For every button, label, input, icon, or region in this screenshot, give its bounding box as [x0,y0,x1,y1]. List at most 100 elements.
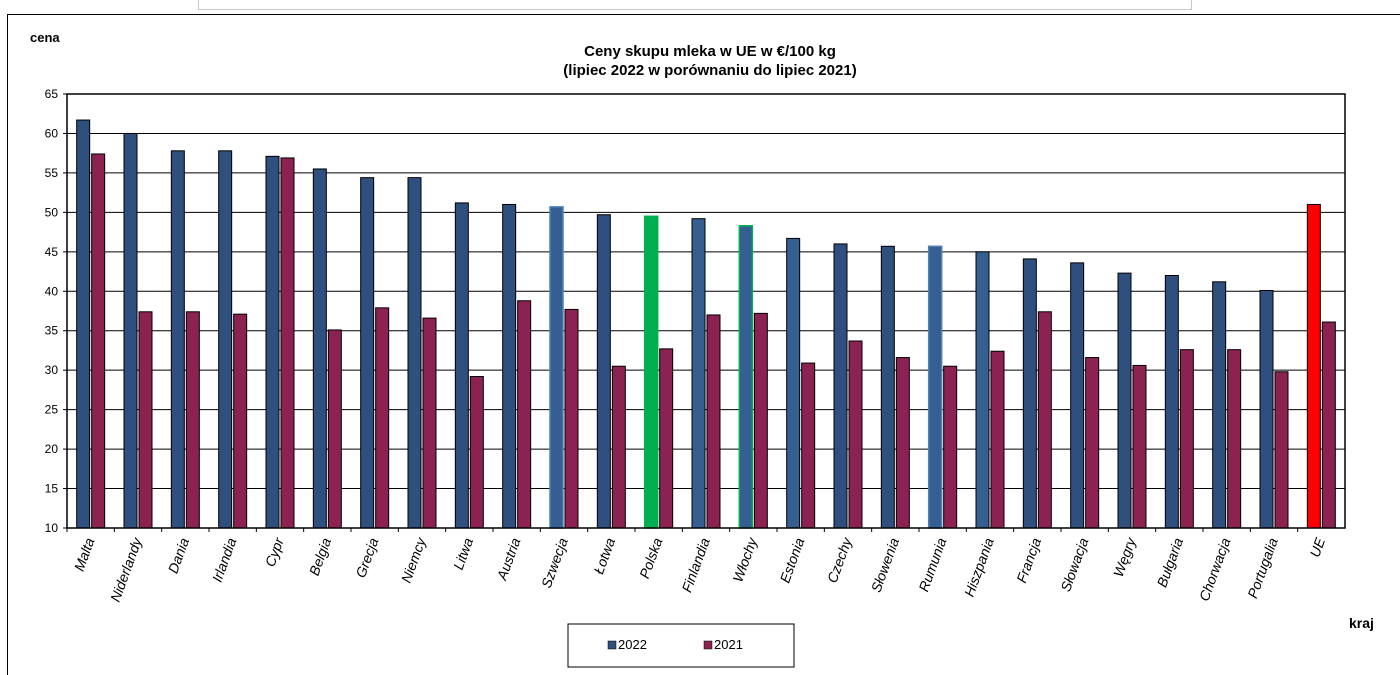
bar-2022 [407,177,422,529]
bar-2022 [880,245,895,529]
bar-2021 [327,329,342,529]
x-category-label: Cypr [262,534,288,569]
bar-2022 [738,225,754,529]
y-tick-label: 45 [45,245,59,259]
bar-2022 [1212,281,1227,529]
bar-2022 [596,214,611,529]
y-tick-label: 55 [45,166,59,180]
bars [76,119,1336,529]
x-category-label: Słowenia [868,535,903,594]
x-category-label: Litwa [450,535,476,571]
x-category-label: Irlandia [209,535,240,584]
bar-2021 [185,311,200,529]
bar-2022 [170,150,185,529]
bar-2022 [76,119,91,529]
legend-label-2022: 2022 [618,637,647,652]
legend-swatch-2021 [703,640,713,650]
legend-swatch-2022 [607,640,617,650]
x-category-label: Dania [165,535,193,575]
bar-2022 [123,132,138,529]
chart-title-line1: Ceny skupu mleka w UE w €/100 kg [584,43,836,60]
bar-2021 [517,300,532,529]
y-tick-label: 40 [45,284,59,298]
bar-2022 [549,206,564,529]
bar-2022 [786,237,801,529]
legend: 2022 2021 [567,623,795,668]
y-tick-label: 50 [45,205,59,219]
bar-2021 [564,308,579,529]
x-category-label: Austria [493,535,523,583]
x-category-label: Francja [1013,535,1044,585]
bar-2022 [691,218,706,529]
chart-title-line2: (lipiec 2022 w porównaniu do lipiec 2021… [563,62,856,79]
x-axis-label: kraj [1349,615,1374,631]
bar-2022 [833,243,848,529]
bar-2021 [706,314,721,529]
bar-2021 [1179,349,1194,529]
x-category-label: Estonia [776,535,807,585]
bar-2021 [990,350,1005,529]
bar-2022 [1164,274,1179,529]
bar-2021 [848,340,863,529]
bar-2021 [1321,321,1336,529]
x-category-label: Niemcy [398,535,429,585]
y-tick-label: 10 [45,521,59,535]
x-category-label: Portugalia [1244,535,1281,600]
x-category-label: Czechy [824,535,855,585]
y-tick-label: 35 [45,324,59,338]
bar-2021 [375,307,390,529]
bar-2021 [1227,349,1242,529]
bar-2022 [502,203,517,529]
x-category-label: Hiszpania [961,535,997,598]
legend-box [567,623,795,668]
bar-2021 [138,311,153,529]
bar-2021 [659,348,674,529]
x-category-label: Rumunia [915,535,949,593]
gridlines [67,132,1345,490]
bar-2022 [265,155,280,529]
x-category-label: Szwecja [538,535,571,590]
y-tick-label: 60 [45,126,59,140]
x-category-label: Belgia [306,535,334,577]
bar-2021 [233,313,248,529]
bar-2022 [312,168,327,529]
bar-2022 [1306,203,1321,529]
bar-2021 [1132,364,1147,529]
x-category-label: Włochy [729,535,760,585]
bar-2021 [1274,371,1289,529]
bar-2021 [280,157,295,529]
bar-2021 [422,317,437,529]
x-category-label: Węgry [1110,535,1139,579]
x-category-label: Bułgaria [1154,535,1187,589]
legend-label-2021: 2021 [714,637,743,652]
bar-2021 [611,365,626,529]
y-axis-ticks: 10 15 20 25 30 35 40 45 50 55 60 65 [45,87,67,535]
bar-2022 [643,215,659,529]
bar-2021 [469,375,484,529]
y-tick-label: 15 [45,482,59,496]
bar-2022 [1259,289,1274,529]
bar-2021 [1085,357,1100,529]
bar-2021 [801,362,816,529]
x-axis-category-labels: Malta Niderlandy Dania Irlandia Cypr Belgia Gr… [66,528,1328,604]
plot-frame [66,93,1346,529]
y-tick-label: 30 [45,363,59,377]
y-tick-label: 20 [45,442,59,456]
bar-2021 [753,312,768,529]
x-category-label: Łotwa [590,535,618,576]
bar-2022 [454,202,469,529]
x-category-label: Finlandia [678,535,713,594]
x-category-label: Polska [636,535,665,580]
y-tick-label: 25 [45,403,59,417]
y-axis-label: cena [30,30,60,45]
x-category-label: Grecja [352,535,381,579]
bar-2022 [1022,258,1037,529]
x-category-label: Malta [71,535,98,573]
bar-2022 [1070,262,1085,529]
top-frame-edge [198,0,1192,10]
y-tick-label: 65 [45,87,59,101]
bar-2021 [943,365,958,529]
chart-area [7,14,1400,675]
bar-2022 [218,150,233,529]
